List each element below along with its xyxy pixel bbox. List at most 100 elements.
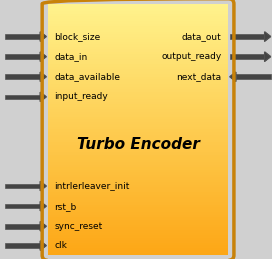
Bar	[48, 155, 228, 157]
Bar	[48, 26, 228, 29]
Polygon shape	[40, 32, 46, 41]
Bar	[48, 117, 228, 119]
Bar	[48, 104, 228, 107]
Bar	[48, 195, 228, 197]
Bar	[48, 197, 228, 200]
Polygon shape	[40, 202, 46, 211]
Bar	[48, 94, 228, 97]
Bar	[48, 130, 228, 132]
Polygon shape	[40, 241, 46, 250]
Bar	[5, 224, 40, 228]
Bar	[48, 41, 228, 44]
Bar	[48, 245, 228, 248]
Bar	[48, 225, 228, 227]
Bar	[230, 54, 265, 59]
Bar	[48, 82, 228, 84]
Bar	[48, 217, 228, 220]
Bar	[48, 79, 228, 82]
Bar	[48, 162, 228, 165]
Polygon shape	[40, 92, 46, 102]
Bar	[48, 134, 228, 137]
Bar	[48, 112, 228, 114]
Bar	[48, 34, 228, 37]
Bar	[48, 137, 228, 140]
Polygon shape	[230, 72, 236, 81]
Bar	[48, 167, 228, 170]
Bar	[48, 74, 228, 77]
Bar	[48, 152, 228, 155]
Polygon shape	[40, 52, 46, 61]
Bar	[48, 72, 228, 74]
Bar	[48, 32, 228, 34]
Bar	[48, 215, 228, 218]
Bar	[48, 122, 228, 125]
Bar	[48, 253, 228, 255]
Polygon shape	[265, 52, 271, 61]
Bar	[48, 99, 228, 102]
Bar	[48, 177, 228, 180]
Bar	[48, 205, 228, 207]
Bar	[48, 125, 228, 127]
Bar	[48, 170, 228, 172]
Bar	[48, 147, 228, 150]
Bar	[48, 67, 228, 69]
Text: block_size: block_size	[54, 32, 101, 41]
Text: sync_reset: sync_reset	[54, 222, 103, 231]
Bar	[5, 34, 40, 39]
Bar	[48, 62, 228, 64]
Bar	[48, 97, 228, 99]
Bar	[48, 240, 228, 242]
Bar	[48, 160, 228, 162]
Bar	[48, 4, 228, 6]
Bar	[48, 185, 228, 187]
Bar	[48, 220, 228, 222]
Bar	[48, 107, 228, 109]
Bar	[48, 172, 228, 175]
Text: rst_b: rst_b	[54, 202, 77, 211]
Bar	[48, 24, 228, 26]
Bar	[5, 95, 40, 99]
Bar	[48, 210, 228, 212]
Bar	[48, 69, 228, 72]
Bar	[48, 140, 228, 142]
Bar	[48, 150, 228, 152]
Bar	[48, 119, 228, 122]
Bar	[48, 11, 228, 14]
Bar	[236, 74, 271, 79]
Bar	[48, 233, 228, 235]
Bar	[230, 34, 265, 39]
Bar	[48, 157, 228, 160]
Text: data_in: data_in	[54, 52, 88, 61]
Bar	[48, 212, 228, 215]
Bar	[48, 109, 228, 112]
Bar	[48, 230, 228, 233]
Text: clk: clk	[54, 241, 67, 250]
Bar	[48, 6, 228, 9]
Bar	[5, 243, 40, 248]
Polygon shape	[40, 181, 46, 191]
Bar	[48, 57, 228, 59]
Bar	[48, 102, 228, 104]
Bar	[48, 238, 228, 240]
Bar	[48, 190, 228, 192]
Bar	[48, 242, 228, 245]
Bar	[48, 39, 228, 42]
Text: input_ready: input_ready	[54, 92, 108, 101]
Bar	[48, 180, 228, 182]
Bar	[5, 184, 40, 188]
Bar	[48, 87, 228, 89]
Bar	[48, 175, 228, 177]
Bar	[48, 145, 228, 147]
Polygon shape	[40, 72, 46, 81]
Text: data_available: data_available	[54, 72, 120, 81]
Text: intrlerleaver_init: intrlerleaver_init	[54, 182, 130, 191]
Bar	[48, 182, 228, 185]
Polygon shape	[265, 32, 271, 41]
Bar	[48, 29, 228, 32]
Bar	[48, 127, 228, 130]
Bar	[48, 235, 228, 238]
Bar	[48, 84, 228, 87]
Bar	[48, 14, 228, 16]
Bar	[48, 52, 228, 54]
Bar	[48, 165, 228, 167]
